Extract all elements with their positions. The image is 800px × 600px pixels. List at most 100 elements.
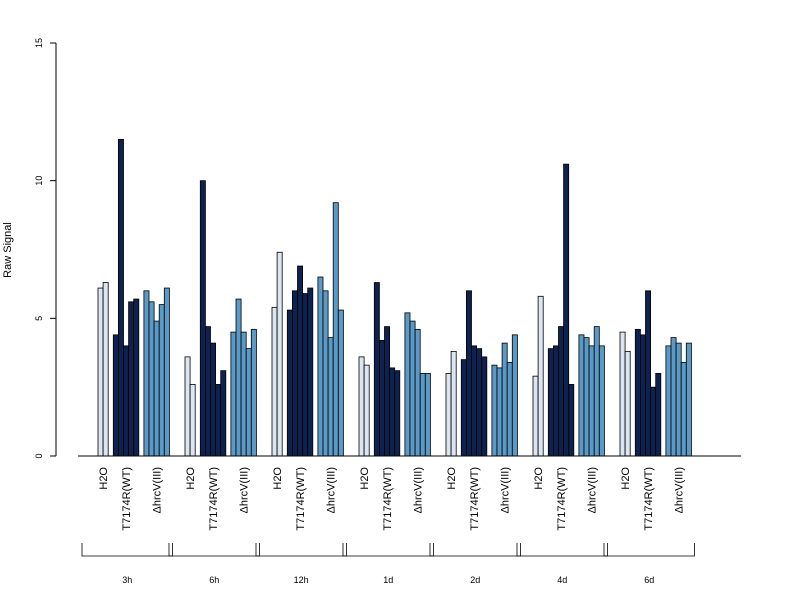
bar: [481, 356, 488, 457]
bar: [547, 348, 554, 457]
bar: [297, 265, 303, 457]
bar: [645, 290, 651, 457]
y-tick-label: 10: [34, 176, 44, 186]
bar: [419, 372, 426, 457]
cluster-label: H2O: [272, 467, 284, 490]
cluster-label: T7174R(WT): [208, 467, 220, 531]
time-group-bracket: [603, 543, 695, 557]
cluster-label: T7174R(WT): [556, 467, 568, 531]
bar: [506, 361, 513, 457]
bar: [102, 282, 109, 457]
bar: [358, 356, 365, 457]
bar: [445, 372, 452, 457]
bar: [97, 287, 104, 457]
cluster-label: ΔhrcV(III): [413, 467, 425, 513]
bar: [496, 367, 503, 457]
bar: [276, 251, 283, 457]
time-group-bracket: [516, 543, 608, 557]
time-group-bracket: [255, 543, 347, 557]
cluster-label: H2O: [533, 467, 545, 490]
bar: [235, 298, 242, 457]
bar: [332, 202, 339, 457]
bar: [133, 298, 140, 457]
bar: [670, 337, 677, 457]
bar: [220, 370, 227, 457]
cluster-label: H2O: [98, 467, 110, 490]
cluster-labels: H2O T7174R(WT) ΔhrcV(III) H2O T7174R(WT) Δhrc…: [98, 467, 686, 531]
bars: [97, 138, 692, 457]
time-group-label: 2d: [470, 575, 480, 585]
bar: [189, 384, 196, 457]
cluster-label: T7174R(WT): [295, 467, 307, 531]
bar: [568, 384, 575, 457]
bar: [215, 384, 222, 457]
cluster-label: ΔhrcV(III): [239, 467, 251, 513]
bar: [404, 312, 411, 457]
time-group-bracket: [81, 543, 173, 557]
time-group-label: 3h: [122, 575, 132, 585]
bar: [148, 301, 155, 457]
bar: [624, 350, 631, 457]
bar: [128, 301, 135, 457]
bar: [685, 342, 692, 457]
bar: [373, 282, 380, 457]
bar: [302, 293, 309, 457]
cluster-label: T7174R(WT): [469, 467, 481, 531]
bar: [414, 328, 421, 457]
bar: [322, 290, 329, 457]
time-group-label: 1d: [383, 575, 393, 585]
bar: [307, 287, 314, 457]
bar: [578, 334, 585, 457]
cluster-label: H2O: [359, 467, 371, 490]
bar: [271, 306, 278, 457]
bar: [389, 367, 396, 457]
bar: [680, 361, 687, 457]
bar: [450, 350, 457, 457]
cluster-label: ΔhrcV(III): [152, 467, 164, 513]
bar: [143, 290, 150, 457]
bar: [532, 375, 539, 457]
time-group-bracket: [429, 543, 521, 557]
bar: [204, 326, 211, 457]
cluster-label: ΔhrcV(III): [326, 467, 338, 513]
bar: [593, 326, 600, 457]
bar: [491, 364, 498, 457]
bar: [378, 339, 385, 457]
bar: [245, 348, 252, 457]
bar: [675, 342, 682, 457]
cluster-label: H2O: [185, 467, 197, 490]
y-tick-label: 5: [34, 316, 44, 321]
bar: [112, 334, 119, 457]
bar: [123, 345, 129, 457]
bar: [240, 331, 247, 457]
y-axis-label: Raw Signal: [2, 222, 14, 278]
bar: [210, 342, 216, 457]
bar: [640, 334, 646, 457]
y-axis: 0 5 10 15: [34, 38, 57, 459]
bar: [317, 276, 324, 457]
bar: [665, 345, 672, 457]
bar: [424, 372, 431, 457]
bar: [327, 337, 334, 457]
cluster-label: ΔhrcV(III): [500, 467, 512, 513]
bar: [291, 290, 298, 457]
bar: [163, 287, 170, 457]
bar: [537, 295, 544, 457]
y-tick-label: 0: [34, 453, 44, 458]
time-group-label: 12h: [294, 575, 309, 585]
bar: [476, 348, 483, 457]
y-tick-label: 15: [34, 38, 44, 48]
bar: [471, 345, 477, 457]
bar: [563, 163, 570, 457]
bar: [465, 290, 472, 457]
time-group-bracket: [342, 543, 434, 557]
cluster-label: T7174R(WT): [121, 467, 133, 531]
bar: [460, 359, 467, 457]
time-group-label: 4d: [557, 575, 567, 585]
time-group-brackets: 3h 6h 12h 1d 2d 4d 6d: [81, 543, 695, 585]
cluster-label: ΔhrcV(III): [674, 467, 686, 513]
bar: [588, 345, 595, 457]
bar: [619, 331, 626, 457]
bar: [634, 328, 641, 457]
